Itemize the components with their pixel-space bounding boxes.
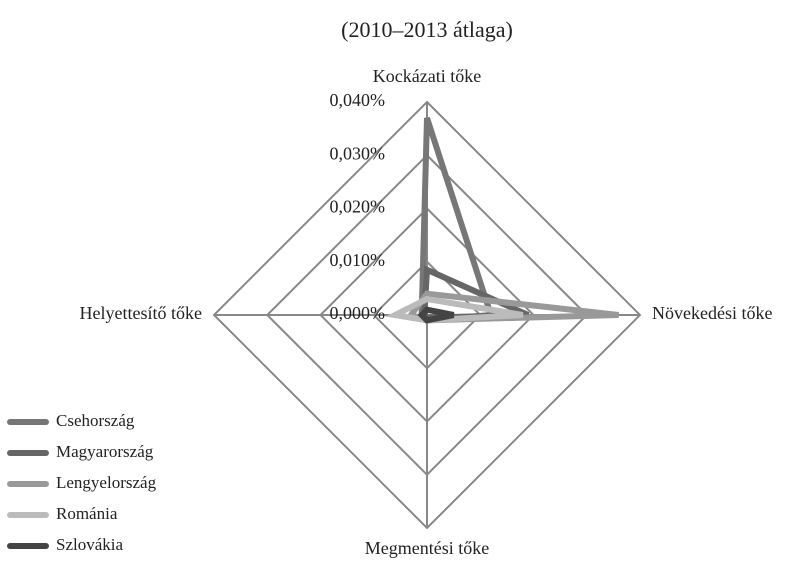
axis-label: Megmentési tőke [365, 538, 489, 558]
legend-label: Csehország [56, 411, 135, 430]
chart-title: (2010–2013 átlaga) [341, 17, 513, 42]
r-tick-label: 0,030% [330, 143, 386, 163]
legend-label: Szlovákia [56, 535, 123, 554]
axis-label: Helyettesítő tőke [80, 303, 202, 323]
axis-label: Kockázati tőke [373, 66, 481, 86]
axis-label: Növekedési tőke [652, 303, 772, 323]
legend-label: Lengyelország [56, 473, 157, 492]
r-tick-label: 0,040% [330, 90, 386, 110]
r-tick-label: 0,020% [330, 197, 386, 217]
legend-label: Magyarország [56, 442, 154, 461]
r-tick-label: 0,010% [330, 250, 386, 270]
series-line [417, 306, 455, 324]
r-tick-label: 0,000% [330, 303, 386, 323]
legend-label: Románia [56, 504, 118, 523]
